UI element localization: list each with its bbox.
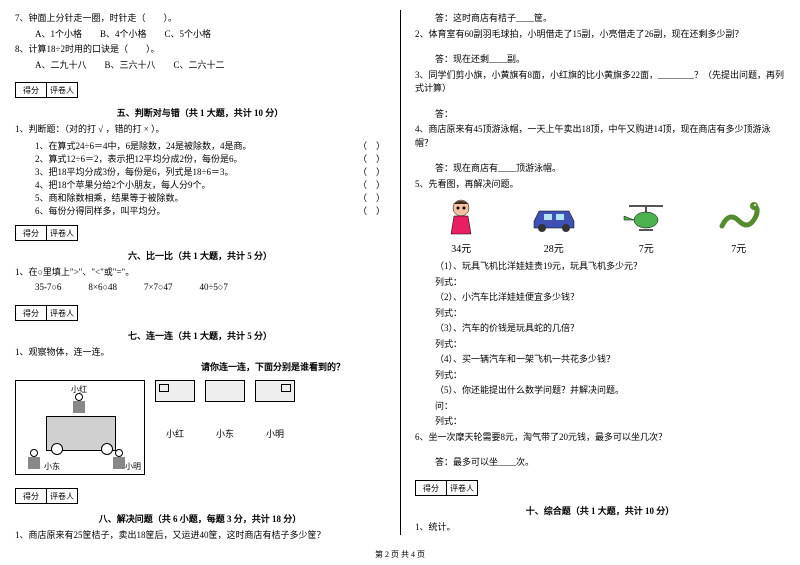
- paren: （ ）: [358, 191, 385, 204]
- q5-2: （2）、小汽车比洋娃娃便宜多少钱？: [415, 291, 785, 305]
- person-icon: [71, 393, 86, 415]
- q5-5: （5）、你还能提出什么数学问题？并解决问题。: [415, 384, 785, 398]
- p6-answer: 答：最多可以坐____次。: [415, 456, 785, 470]
- q5-1: （1）、玩具飞机比洋娃娃贵19元，玩具飞机多少元？: [415, 260, 785, 274]
- car-price: 28元: [529, 240, 579, 255]
- score-box-5: 得分 评卷人: [15, 82, 77, 98]
- p4-answer: 答：现在商店有____顶游泳帽。: [415, 162, 785, 176]
- score-label: 得分: [15, 225, 47, 241]
- q7-options: A、1个小格 B、4个小格 C、5个小格: [15, 28, 385, 42]
- lieshi: 列式：: [415, 369, 785, 383]
- q5-3: （3）、汽车的价钱是玩具蛇的几倍？: [415, 322, 785, 336]
- problem-6: 6、坐一次摩天轮需要8元，淘气带了20元钱，最多可以坐几次？: [415, 431, 785, 445]
- section-6-title: 六、比一比（共 1 大题，共计 5 分）: [15, 249, 385, 262]
- observe-scene: 小红 小东 小明: [15, 380, 145, 475]
- lieshi: 列式：: [415, 307, 785, 321]
- snake-icon: [714, 196, 764, 236]
- p3-answer: 答：: [415, 108, 785, 122]
- score-box-10: 得分 评卷人: [415, 480, 477, 496]
- paren: （ ）: [358, 165, 385, 178]
- right-column: 答：这时商店有桔子____筐。 2、体育室有60副羽毛球拍，小明借走了15副，小…: [400, 0, 800, 565]
- lieshi: 列式：: [415, 338, 785, 352]
- q7-text: 7、钟面上分针走一圈，时针走（ ）。: [15, 12, 385, 26]
- judge-intro: 1、判断题：（对的打 √ ，错的打 × ）。: [15, 123, 385, 137]
- lieshi: 列式：: [415, 276, 785, 290]
- problem-3: 3、同学们剪小旗，小黄旗有8面，小红旗的比小黄旗多22面，________？（先…: [415, 69, 785, 96]
- problem-4: 4、商店原来有45顶游泳帽，一天上午卖出18顶，中午又购进14顶，现在商店有多少…: [415, 123, 785, 150]
- helicopter-icon: [621, 196, 671, 236]
- score-box-6: 得分 评卷人: [15, 225, 77, 241]
- q8-options: A、二九十八 B、三六十八 C、二六十二: [15, 59, 385, 73]
- paren: （ ）: [358, 139, 385, 152]
- observe-figure: 小红 小东 小明 小红: [15, 380, 385, 475]
- van-icon: [255, 380, 295, 402]
- view-item: [205, 380, 245, 402]
- section-10-title: 十、综合题（共 1 大题，共计 10 分）: [415, 504, 785, 517]
- snake-price: 7元: [714, 240, 764, 255]
- grader-label: 评卷人: [46, 82, 78, 98]
- q5-4: （4）、买一辆汽车和一架飞机一共花多少钱？: [415, 353, 785, 367]
- person-icon: [26, 449, 41, 471]
- wheel-icon: [51, 443, 63, 455]
- doll-icon: [436, 196, 486, 236]
- person-icon: [111, 449, 126, 471]
- van-icon: [155, 380, 195, 402]
- score-label: 得分: [415, 480, 447, 496]
- grader-label: 评卷人: [46, 225, 78, 241]
- view-label-xm: 小明: [266, 427, 284, 440]
- observe-prompt: 请你连一连，下面分别是谁看到的？: [15, 361, 385, 375]
- toy-doll: 34元: [436, 196, 486, 255]
- j4: 4、把18个苹果分给2个小朋友，每人分9个。: [35, 178, 211, 191]
- heli-price: 7元: [621, 240, 671, 255]
- q8-text: 8、计算18÷2时用的口诀是（ ）。: [15, 43, 385, 57]
- paren: （ ）: [358, 152, 385, 165]
- grader-label: 评卷人: [46, 488, 78, 504]
- view-item: [155, 380, 195, 402]
- toy-car: 28元: [529, 196, 579, 255]
- problem-2: 2、体育室有60副羽毛球拍，小明借走了15副，小亮借走了26副，现在还剩多少副？: [415, 28, 785, 42]
- p1-answer: 答：这时商店有桔子____筐。: [415, 12, 785, 26]
- p2-answer: 答：现在还剩____副。: [415, 53, 785, 67]
- lieshi: 列式：: [415, 415, 785, 429]
- score-label: 得分: [15, 82, 47, 98]
- left-column: 7、钟面上分针走一圈，时针走（ ）。 A、1个小格 B、4个小格 C、5个小格 …: [0, 0, 400, 565]
- label-xd: 小东: [44, 461, 60, 472]
- section-7-title: 七、连一连（共 1 大题，共计 5 分）: [15, 329, 385, 342]
- van-icon: [205, 380, 245, 402]
- grader-label: 评卷人: [46, 305, 78, 321]
- compare-intro: 1、在○里填上">"、"<"或"="。: [15, 266, 385, 280]
- toys-row: 34元 28元 7元: [415, 196, 785, 255]
- paren: （ ）: [358, 178, 385, 191]
- view-item: [255, 380, 295, 402]
- j3: 3、把18平均分成3份，每份是6，列式是18÷6＝3。: [35, 165, 233, 178]
- view-label-xh: 小红: [166, 427, 184, 440]
- view-label-xd: 小东: [216, 427, 234, 440]
- problem-5: 5、先看图，再解决问题。: [415, 178, 785, 192]
- j5: 5、商和除数相乘，结果等于被除数。: [35, 191, 184, 204]
- label-xm: 小明: [125, 461, 141, 472]
- compare-row: 35-7○6 8×6○48 7×7○47 40÷5○7: [15, 281, 385, 295]
- car-icon: [529, 196, 579, 236]
- toy-helicopter: 7元: [621, 196, 671, 255]
- j6: 6、每份分得同样多，叫平均分。: [35, 204, 166, 217]
- toy-snake: 7元: [714, 196, 764, 255]
- observe-intro: 1、观察物体，连一连。: [15, 346, 385, 360]
- grader-label: 评卷人: [446, 480, 478, 496]
- paren: （ ）: [358, 204, 385, 217]
- page-footer: 第 2 页 共 4 页: [0, 549, 800, 560]
- score-box-8: 得分 评卷人: [15, 488, 77, 504]
- wen: 问：: [415, 400, 785, 414]
- score-box-7: 得分 评卷人: [15, 305, 77, 321]
- problem-1: 1、商店原来有25筐桔子，卖出18筐后，又运进40筐，这时商店有桔子多少筐？: [15, 529, 385, 543]
- j1: 1、在算式24÷6＝4中，6是除数，24是被除数，4是商。: [35, 139, 251, 152]
- stat-1: 1、统计。: [415, 521, 785, 535]
- observe-views: 小红 小东 小明: [155, 380, 295, 475]
- doll-price: 34元: [436, 240, 486, 255]
- j2: 2、算式12÷6＝2，表示把12平均分成2份，每份是6。: [35, 152, 242, 165]
- section-5-title: 五、判断对与错（共 1 大题，共计 10 分）: [15, 106, 385, 119]
- score-label: 得分: [15, 488, 47, 504]
- section-8-title: 八、解决问题（共 6 小题，每题 3 分，共计 18 分）: [15, 512, 385, 525]
- score-label: 得分: [15, 305, 47, 321]
